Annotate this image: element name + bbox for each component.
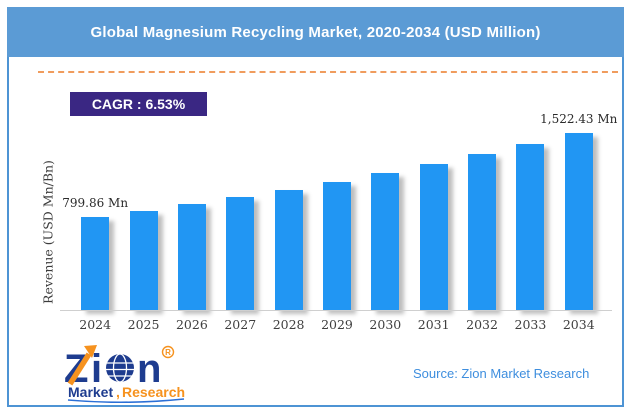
- x-tick-2027: 2027: [224, 317, 257, 332]
- x-tick-2034: 2034: [562, 317, 595, 332]
- bar-slot-2026: [168, 130, 216, 310]
- cagr-badge: CAGR : 6.53%: [70, 92, 207, 116]
- bar-2030: [371, 173, 400, 310]
- x-tick-2028: 2028: [272, 317, 305, 332]
- bar-slot-2028: [264, 130, 312, 310]
- x-axis-line: [60, 310, 612, 311]
- bar-2027: [226, 197, 255, 310]
- bar-slot-2025: [119, 130, 167, 310]
- x-tick-2031: 2031: [417, 317, 450, 332]
- logo-comma: ,: [116, 384, 120, 400]
- bar-slot-2032: [458, 130, 506, 310]
- logo-registered: R: [165, 348, 171, 357]
- bar-slot-2031: [410, 130, 458, 310]
- bar-2028: [274, 190, 303, 310]
- x-axis-labels: 2024 2025 2026 2027 2028 2029 2030 2031 2032 2033…: [71, 317, 603, 332]
- chart-title-bar: Global Magnesium Recycling Market, 2020-…: [7, 7, 624, 57]
- bar-2029: [322, 182, 351, 310]
- bar-slot-2024: 799.86 Mn: [62, 130, 128, 310]
- x-tick-2025: 2025: [127, 317, 160, 332]
- bar-slot-2029: [313, 130, 361, 310]
- logo-market: Market: [68, 384, 113, 400]
- plot-area: 799.86 Mn 1,522.43 Mn: [62, 112, 617, 310]
- logo-research: Research: [122, 384, 185, 400]
- x-tick-2029: 2029: [321, 317, 353, 332]
- logo-underline-swoosh: [67, 398, 185, 403]
- bar-2033: [516, 144, 545, 310]
- x-tick-2032: 2032: [466, 317, 498, 332]
- logo-letter-n: n: [137, 347, 161, 391]
- x-tick-2026: 2026: [175, 317, 208, 332]
- source-attribution: Source: Zion Market Research: [413, 366, 590, 381]
- x-tick-2033: 2033: [514, 317, 547, 332]
- bar-slot-2027: [216, 130, 264, 310]
- globe-icon: [106, 353, 134, 383]
- registered-trademark-icon: R: [161, 345, 175, 359]
- arrow-up-icon: [67, 345, 97, 386]
- chart-title: Global Magnesium Recycling Market, 2020-…: [90, 23, 541, 41]
- data-label-2034: 1,522.43 Mn: [540, 112, 618, 126]
- x-tick-2030: 2030: [369, 317, 402, 332]
- bar-2031: [419, 164, 448, 310]
- bar-slot-2033: [506, 130, 554, 310]
- cagr-value: CAGR : 6.53%: [91, 96, 186, 112]
- y-axis-label: Revenue (USD Mn/Bn): [40, 160, 56, 304]
- bar-2026: [177, 204, 206, 310]
- bar-2024: [81, 217, 110, 310]
- bar-2032: [468, 154, 497, 310]
- zion-market-research-logo: Z i n R Market , Research: [64, 345, 185, 403]
- bar-slot-2034: 1,522.43 Mn: [540, 112, 617, 310]
- data-label-2024: 799.86 Mn: [62, 196, 129, 210]
- x-tick-2024: 2024: [79, 317, 112, 332]
- bar-2025: [129, 211, 158, 310]
- bar-2034: [564, 133, 593, 310]
- dashed-divider: [38, 71, 618, 73]
- bar-slot-2030: [361, 130, 409, 310]
- logo-letter-i: i: [91, 347, 102, 391]
- logo-letter-z: Z: [64, 347, 88, 391]
